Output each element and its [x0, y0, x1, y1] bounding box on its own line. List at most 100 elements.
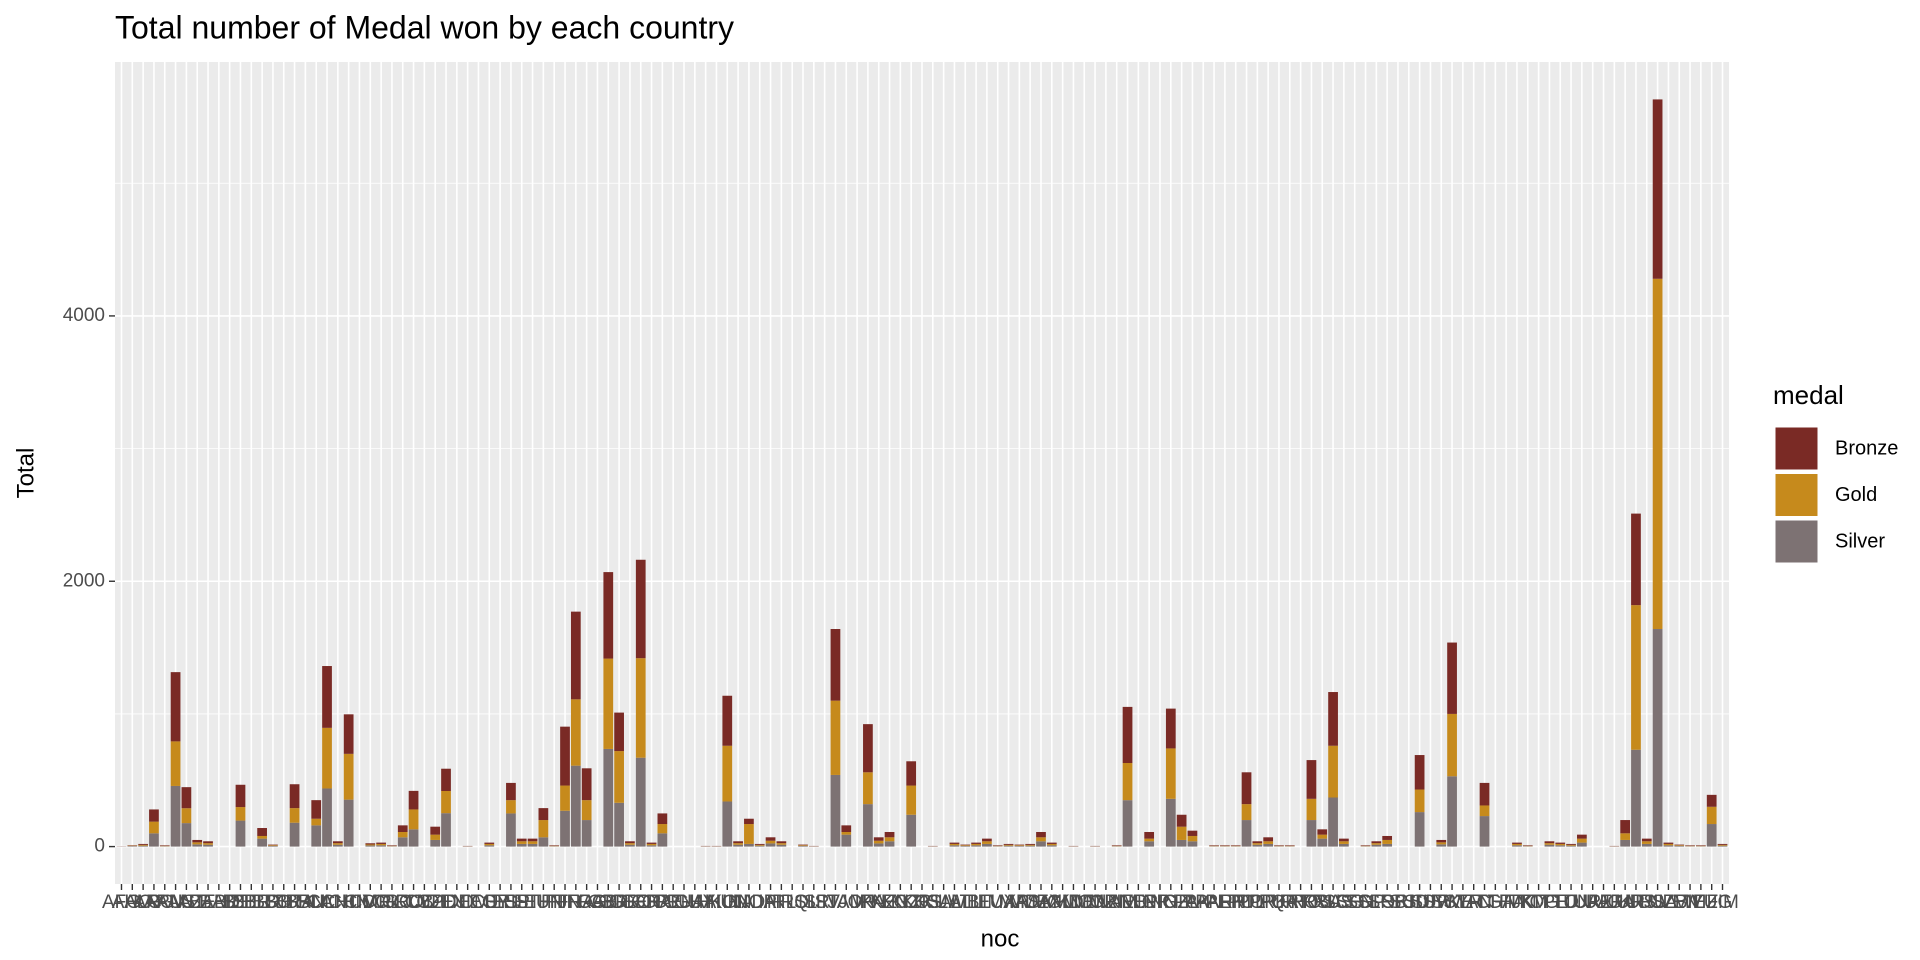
bar-segment — [873, 840, 884, 844]
legend-label: Bronze — [1835, 437, 1898, 459]
bar-segment — [1252, 844, 1263, 847]
bar-segment — [332, 843, 343, 845]
bar-segment — [1046, 842, 1057, 844]
bar-segment — [1165, 798, 1176, 847]
bar-segment — [1176, 826, 1187, 840]
bar-segment — [1306, 798, 1317, 821]
bar-segment — [538, 837, 549, 847]
bar-segment — [657, 813, 668, 825]
x-tick-label: KGZ — [881, 892, 920, 913]
x-tick-label: GBR — [588, 892, 629, 913]
x-tick-label: MRI — [1088, 892, 1123, 913]
bar-segment — [1382, 843, 1393, 847]
bar-segment — [1566, 845, 1576, 847]
x-tick-label: VEN — [1660, 892, 1699, 913]
bar-segment — [657, 824, 668, 834]
bar-segment — [138, 843, 148, 845]
x-tick-label: MON — [1062, 892, 1106, 913]
bar-segment — [1036, 831, 1046, 838]
x-tick-label: GER — [620, 892, 661, 913]
x-tick-label: UKR — [1605, 892, 1645, 913]
x-tick-label: NGR — [1128, 892, 1170, 913]
x-tick-label: KSA — [914, 892, 952, 913]
bar-segment — [1263, 843, 1274, 847]
bar-segment — [1111, 845, 1122, 846]
bar-segment — [1414, 755, 1425, 790]
x-tick-label: IRI — [758, 892, 782, 913]
x-tick-label: ISV — [809, 892, 840, 913]
x-tick-label: UAE — [1573, 892, 1612, 913]
x-tick-label: TGA — [1476, 892, 1515, 913]
bar-segment — [1371, 844, 1382, 847]
bar-segment — [170, 741, 181, 786]
x-tick-label: TUR — [1562, 892, 1601, 913]
bar-segment — [733, 841, 743, 844]
x-tick-label: LUX — [979, 892, 1016, 913]
bar-segment — [1241, 804, 1252, 821]
bar-segment — [235, 807, 246, 821]
bar-segment — [754, 843, 765, 845]
bar-segment — [884, 841, 895, 847]
x-tick-label: TPE — [1531, 892, 1568, 913]
bar-segment — [1631, 749, 1641, 847]
x-tick-label: NOR — [1150, 892, 1192, 913]
bar-segment — [1577, 842, 1587, 847]
x-tick-label: KAZ — [860, 892, 897, 913]
bar-segment — [776, 843, 787, 845]
y-tick-label: 4000 — [63, 305, 105, 326]
x-tick-label: QAT — [1271, 892, 1309, 913]
bar-segment — [408, 829, 419, 847]
bar-segment — [798, 845, 808, 847]
bar-segment — [516, 843, 527, 847]
bar-segment — [538, 808, 549, 821]
legend-key — [1774, 519, 1819, 564]
bar-segment — [971, 842, 981, 844]
bar-segment — [646, 845, 657, 847]
bar-segment — [1328, 692, 1338, 746]
bar-segment — [798, 844, 808, 846]
bar-segment — [203, 841, 213, 844]
bar-segment — [581, 820, 592, 847]
x-tick-label: NEP — [1119, 892, 1158, 913]
bar-segment — [235, 820, 246, 847]
bar-segment — [235, 784, 246, 808]
bar-segment — [376, 845, 386, 847]
bar-segment — [322, 727, 332, 789]
x-tick-label: PAN — [1184, 892, 1222, 913]
x-tick-label: AUS — [156, 892, 195, 913]
x-tick-label: ARG — [133, 892, 174, 913]
bar-segment — [1046, 843, 1057, 846]
x-tick-label: MOZ — [1074, 892, 1117, 913]
bar-segment — [906, 761, 917, 786]
bar-segment — [1706, 794, 1717, 807]
x-tick-label: DOM — [445, 892, 489, 913]
bar-segment — [289, 822, 300, 847]
x-tick-label: LTU — [970, 892, 1004, 913]
bar-segment — [1328, 797, 1338, 847]
bar-segment — [841, 831, 852, 835]
bar-segment — [1360, 845, 1371, 846]
x-tick-label: TKM — [1508, 892, 1548, 913]
bar-segment — [776, 844, 787, 847]
bar-segment — [1317, 834, 1328, 839]
bar-segment — [1663, 845, 1674, 847]
bar-segment — [830, 629, 841, 701]
bar-segment — [657, 833, 668, 847]
x-tick-label: HUN — [707, 892, 748, 913]
bar-segment — [982, 838, 992, 842]
bar-segment — [992, 845, 1003, 846]
bar-segment — [1252, 841, 1263, 844]
bar-segment — [1252, 843, 1263, 845]
bar-segment — [181, 808, 192, 824]
bar-segment — [1717, 845, 1728, 847]
bar-segment — [322, 788, 332, 847]
bar-segment — [949, 843, 960, 846]
bar-segment — [1209, 845, 1219, 846]
x-tick-label: EGY — [469, 892, 509, 913]
bar-segment — [722, 745, 733, 802]
bar-segment — [1003, 844, 1014, 846]
x-tick-label: THA — [1487, 892, 1525, 913]
bar-segment — [1717, 843, 1728, 845]
x-tick-label: TOG — [1518, 892, 1559, 913]
